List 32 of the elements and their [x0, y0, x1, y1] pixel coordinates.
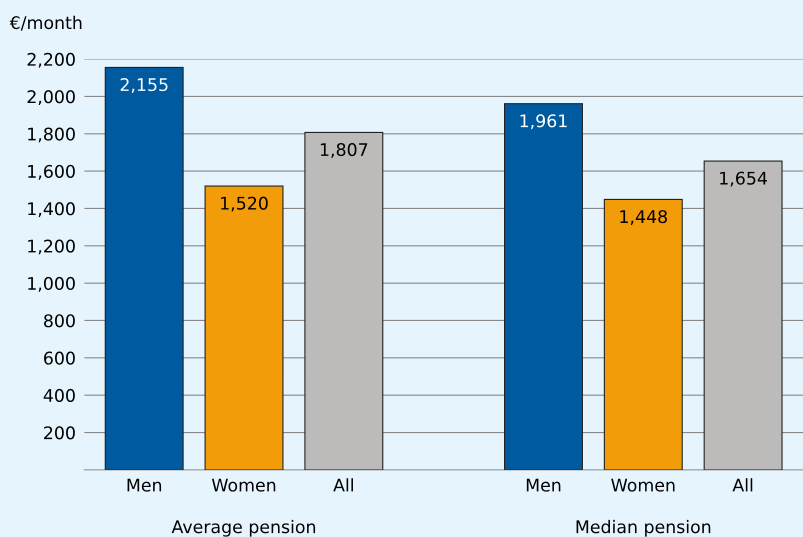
x-tick-label: All	[732, 478, 752, 492]
text: Average pension	[172, 520, 316, 537]
data-label: 1,448	[620, 210, 667, 225]
y-tick-label: 1,400	[28, 202, 75, 218]
y-tick-label: 400	[44, 388, 75, 402]
data-label: 1,654	[720, 172, 767, 187]
x-tick-label: All	[333, 478, 353, 492]
bar	[104, 66, 184, 470]
y-tick-label: 1,200	[28, 240, 75, 254]
y-tick-label: 2,000	[28, 90, 75, 106]
y-tick-label: 1,800	[28, 127, 75, 142]
bar	[204, 185, 284, 470]
data-label: 1,520	[221, 196, 268, 212]
y-tick-label: 800	[44, 314, 75, 328]
bar	[304, 132, 384, 470]
text: Median pension	[576, 520, 710, 537]
y-tick-label: 600	[44, 352, 75, 365]
x-tick-label: Women	[611, 478, 674, 492]
bar	[604, 198, 683, 470]
bar	[504, 103, 583, 470]
data-label: 1,807	[320, 143, 368, 158]
y-tick-label: 2,200	[28, 52, 75, 68]
y-tick-label: 200	[44, 426, 75, 440]
x-tick-label: Men	[128, 478, 162, 492]
y-axis-title: €/month	[10, 16, 82, 31]
x-tick-label: Women	[212, 478, 276, 492]
data-label: 2,155	[120, 78, 168, 93]
y-tick-label: 1,600	[28, 164, 75, 180]
y-tick-label: 1,000	[28, 276, 75, 292]
x-tick-label: Men	[526, 478, 560, 492]
data-label: 1,961	[520, 114, 567, 130]
bar	[704, 160, 783, 470]
